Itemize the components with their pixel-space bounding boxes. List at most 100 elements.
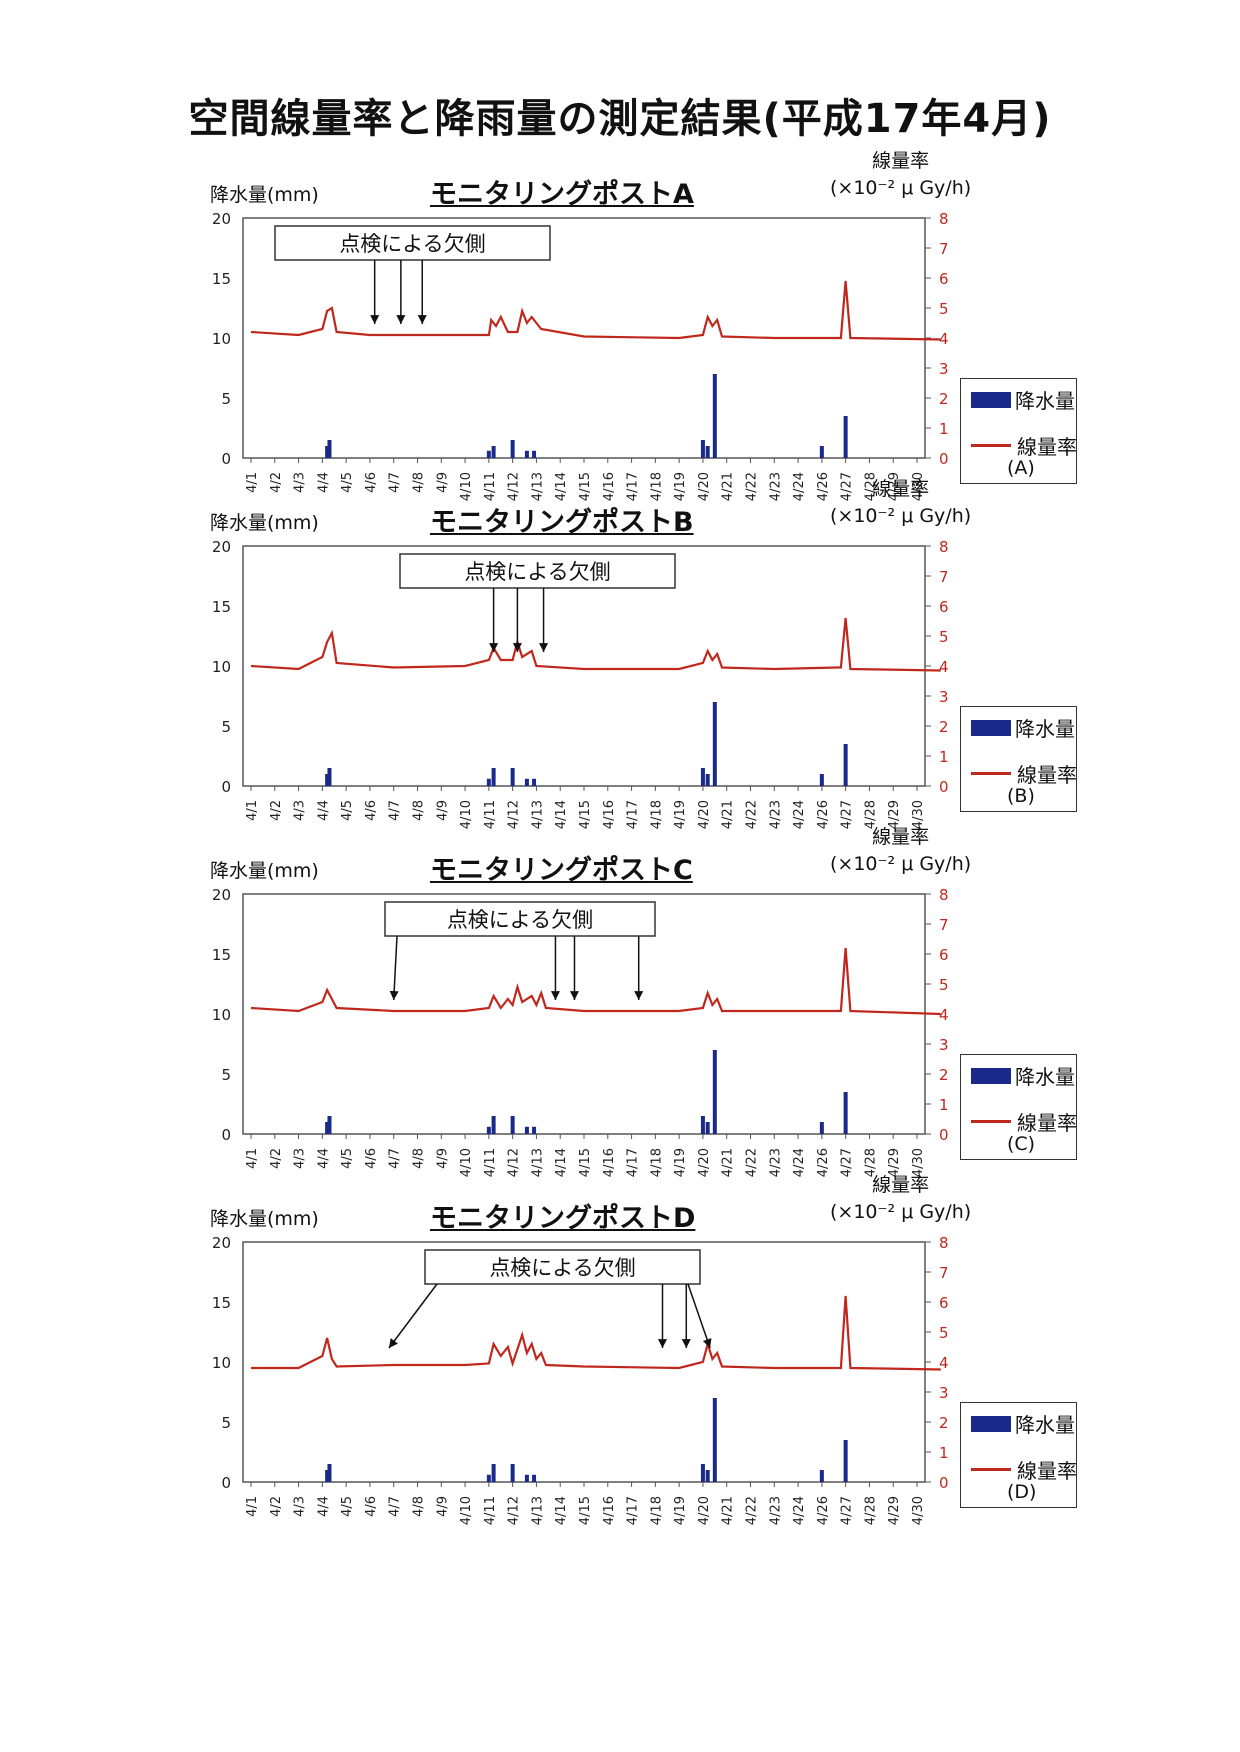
annotation-arrowhead	[681, 1339, 691, 1348]
left-tick-label: 5	[221, 718, 231, 736]
right-tick-label: 6	[939, 598, 949, 616]
x-tick-label: 4/20	[697, 800, 712, 829]
rain-bar	[327, 440, 332, 458]
left-tick-label: 20	[212, 538, 231, 556]
left-axis-label: 降水量(mm)	[210, 860, 319, 882]
right-axis-label: 線量率 (×10⁻² μ Gy/h)	[830, 1172, 971, 1226]
x-tick-label: 4/1	[245, 472, 260, 493]
x-tick-label: 4/11	[483, 1496, 498, 1525]
rain-swatch	[971, 1067, 1011, 1084]
x-tick-label: 4/4	[316, 1496, 331, 1517]
x-tick-label: 4/30	[911, 800, 926, 829]
left-axis-label: 降水量(mm)	[210, 184, 319, 206]
annotation-text: 点検による欠側	[339, 232, 485, 256]
x-tick-label: 4/12	[507, 1148, 522, 1177]
rain-bar	[819, 446, 824, 458]
x-tick-label: 4/6	[364, 1148, 379, 1169]
left-axis-label: 降水量(mm)	[210, 512, 319, 534]
right-tick-label: 7	[939, 240, 949, 258]
x-tick-label: 4/13	[530, 1496, 545, 1525]
right-tick-label: 0	[939, 1474, 949, 1492]
x-tick-label: 4/8	[412, 472, 427, 493]
x-tick-label: 4/14	[554, 1496, 569, 1525]
rain-bar	[491, 446, 496, 458]
right-tick-label: 0	[939, 1126, 949, 1144]
x-tick-label: 4/16	[602, 800, 617, 829]
x-tick-label: 4/5	[340, 1148, 355, 1169]
right-tick-label: 3	[939, 1384, 949, 1402]
right-tick-label: 8	[939, 538, 949, 556]
x-tick-label: 4/10	[459, 800, 474, 829]
annotation-box	[384, 901, 656, 937]
x-tick-label: 4/18	[649, 800, 664, 829]
right-tick-label: 5	[939, 976, 949, 994]
x-tick-label: 4/2	[269, 1148, 284, 1169]
annotation-arrow	[687, 1283, 711, 1349]
rain-swatch	[971, 1415, 1011, 1432]
right-tick-label: 1	[939, 1444, 949, 1462]
left-tick-label: 20	[212, 210, 231, 228]
left-tick-label: 10	[212, 330, 231, 348]
right-tick-label: 1	[939, 1096, 949, 1114]
x-tick-label: 4/1	[245, 800, 260, 821]
right-axis-label-unit-name: 線量率	[872, 478, 930, 500]
annotation-text: 点検による欠側	[447, 908, 593, 932]
x-tick-label: 4/23	[768, 1496, 783, 1525]
x-tick-label: 4/13	[530, 800, 545, 829]
x-tick-label: 4/24	[792, 800, 807, 829]
rain-bar	[532, 450, 537, 458]
rain-bar	[700, 440, 705, 458]
left-tick-label: 10	[212, 658, 231, 676]
right-axis-label-unit: (×10⁻² μ Gy/h)	[830, 853, 972, 875]
x-tick-label: 4/21	[721, 1496, 736, 1525]
x-tick-label: 4/27	[840, 1148, 855, 1177]
rain-bar	[524, 1126, 529, 1134]
rain-bar	[700, 768, 705, 786]
right-tick-label: 2	[939, 390, 949, 408]
x-tick-label: 4/13	[530, 472, 545, 501]
x-tick-label: 4/16	[602, 472, 617, 501]
x-tick-label: 4/2	[269, 1496, 284, 1517]
x-tick-label: 4/17	[626, 1148, 641, 1177]
right-tick-label: 6	[939, 946, 949, 964]
x-tick-label: 4/11	[483, 800, 498, 829]
rain-bar	[705, 774, 710, 786]
right-tick-label: 3	[939, 360, 949, 378]
x-tick-label: 4/14	[554, 1148, 569, 1177]
rain-bar	[843, 744, 848, 786]
x-tick-label: 4/26	[816, 800, 831, 829]
left-tick-label: 5	[221, 1066, 231, 1084]
right-axis-label-unit-name: 線量率	[872, 826, 930, 848]
right-axis-label: 線量率 (×10⁻² μ Gy/h)	[830, 148, 971, 202]
rain-bar	[491, 1464, 496, 1482]
legend-item-rain: 降水量	[971, 1409, 1075, 1438]
x-tick-label: 4/3	[293, 1148, 308, 1169]
legend-item-dose: 線量率	[971, 759, 1077, 788]
x-tick-label: 4/28	[863, 1148, 878, 1177]
x-tick-label: 4/3	[293, 472, 308, 493]
rain-bar	[532, 778, 537, 786]
left-tick-label: 15	[212, 946, 231, 964]
x-tick-label: 4/24	[792, 1496, 807, 1525]
x-tick-label: 4/21	[721, 800, 736, 829]
rain-bar	[325, 1122, 330, 1134]
x-tick-label: 4/18	[649, 472, 664, 501]
legend-label-rain: 降水量	[1015, 1065, 1075, 1089]
left-tick-label: 5	[221, 1414, 231, 1432]
x-tick-label: 4/9	[435, 1148, 450, 1169]
rain-bar	[486, 1474, 491, 1482]
right-axis-label-unit: (×10⁻² μ Gy/h)	[830, 1201, 972, 1223]
annotation-arrowhead	[657, 1339, 668, 1348]
x-tick-label: 4/28	[863, 1496, 878, 1525]
x-tick-label: 4/19	[673, 1148, 688, 1177]
x-tick-label: 4/22	[745, 800, 760, 829]
legend-label-rain: 降水量	[1015, 717, 1075, 741]
annotation-text: 点検による欠側	[489, 1256, 635, 1280]
x-tick-label: 4/5	[340, 800, 355, 821]
legend-post-label: (C)	[1007, 1133, 1036, 1155]
annotation-arrowhead	[489, 643, 499, 652]
annotation-arrow	[388, 1283, 438, 1349]
annotation-arrowhead	[569, 991, 580, 1000]
x-tick-label: 4/17	[626, 472, 641, 501]
